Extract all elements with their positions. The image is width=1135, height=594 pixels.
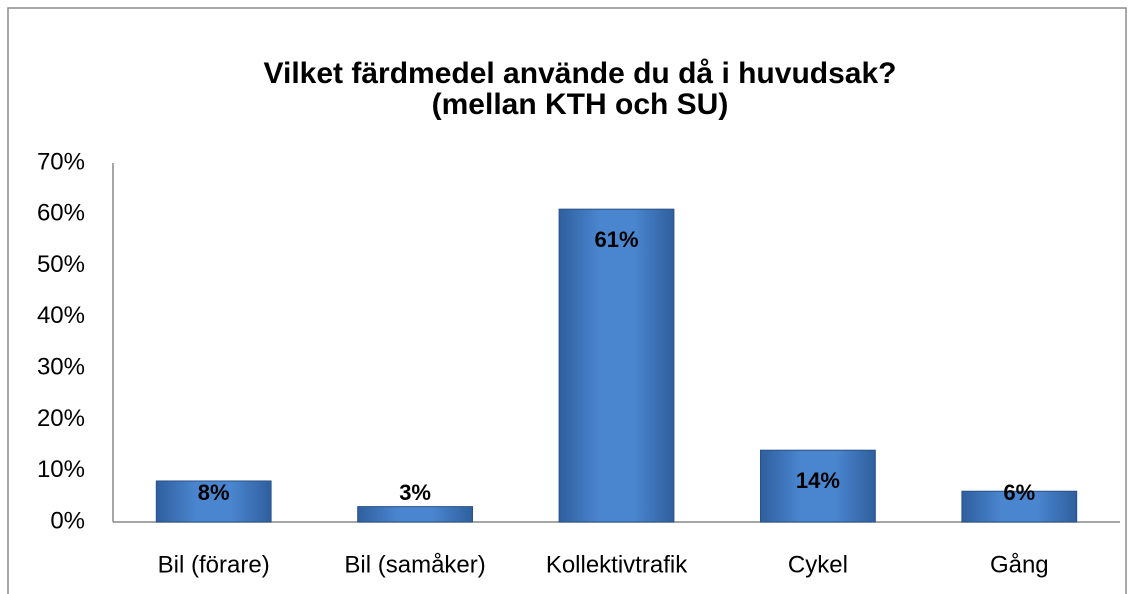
chart-title: Vilket färdmedel använde du då i huvudsa…: [264, 57, 897, 90]
data-label: 61%: [594, 227, 638, 252]
bar: [760, 449, 876, 523]
data-label: 3%: [399, 480, 431, 505]
data-label: 8%: [198, 480, 230, 505]
y-tick-label: 70%: [37, 148, 85, 175]
x-tick-label: Bil (samåker): [344, 551, 485, 578]
y-tick-label: 30%: [37, 353, 85, 380]
bar: [961, 490, 1078, 523]
bar: [357, 506, 473, 523]
data-label: 14%: [796, 468, 840, 493]
y-tick-label: 50%: [37, 251, 85, 278]
chart-subtitle: (mellan KTH och SU): [432, 88, 729, 121]
x-tick-label: Cykel: [788, 551, 848, 578]
y-tick-label: 0%: [50, 507, 85, 534]
y-tick-label: 40%: [37, 302, 85, 329]
x-tick-label: Kollektivtrafik: [546, 551, 688, 578]
x-tick-label: Bil (förare): [158, 551, 270, 578]
bar: [155, 480, 272, 523]
x-tick-label: Gång: [990, 551, 1049, 578]
y-tick-label: 10%: [37, 456, 85, 483]
bar: [558, 208, 675, 523]
y-tick-label: 20%: [37, 405, 85, 432]
data-label: 6%: [1003, 480, 1035, 505]
y-tick-label: 60%: [37, 200, 85, 227]
